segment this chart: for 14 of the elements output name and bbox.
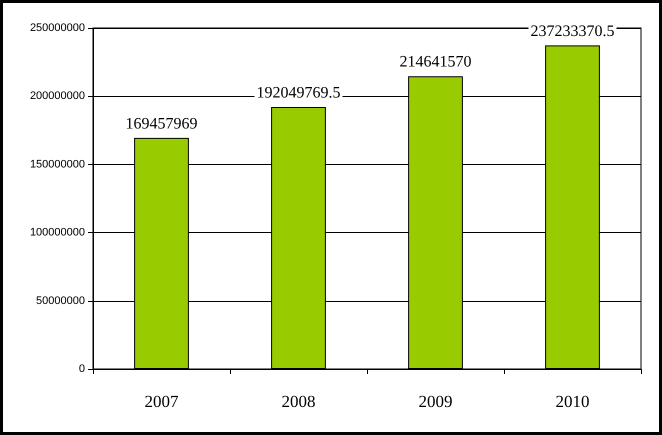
y-tick-label: 200000000 bbox=[30, 90, 85, 102]
data-label: 169457969 bbox=[126, 115, 198, 132]
data-label: 192049769.5 bbox=[256, 84, 340, 102]
data-label: 237233370.5 bbox=[530, 22, 614, 40]
data-label: 214641570 bbox=[400, 54, 472, 71]
x-tick-label: 2010 bbox=[556, 392, 590, 411]
y-tick-label: 50000000 bbox=[36, 294, 85, 307]
y-tick-label: 150000000 bbox=[30, 158, 85, 170]
y-tick-label: 100000000 bbox=[30, 226, 85, 239]
x-tick-label: 2008 bbox=[282, 392, 316, 411]
x-tick-label: 2007 bbox=[144, 392, 179, 411]
y-tick-label: 250000000 bbox=[30, 22, 85, 34]
y-tick-label: 0 bbox=[78, 363, 85, 375]
x-tick-label: 2009 bbox=[418, 392, 452, 411]
